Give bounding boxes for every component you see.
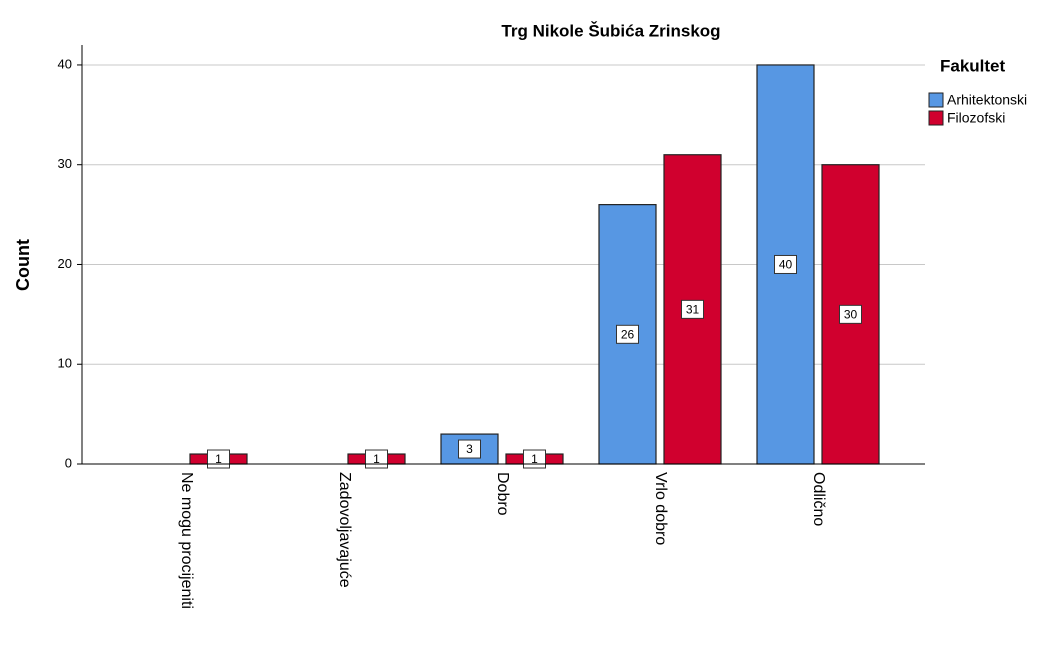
data-label: 31 xyxy=(686,303,700,317)
x-tick-label: Ne mogu procijeniti xyxy=(178,472,195,609)
y-tick-label: 0 xyxy=(65,455,72,470)
data-label-box xyxy=(616,324,639,344)
legend-swatch xyxy=(928,92,944,108)
data-label: 1 xyxy=(215,452,222,466)
y-tick-label: 20 xyxy=(58,256,72,271)
y-axis-label: Count xyxy=(13,239,33,291)
x-tick-label: Odlično xyxy=(810,472,827,526)
data-label: 3 xyxy=(466,442,473,456)
data-label-box xyxy=(458,439,481,459)
data-label-box xyxy=(774,254,797,274)
chart-title: Trg Nikole Šubića Zrinskog xyxy=(501,21,720,40)
data-label: 40 xyxy=(779,258,793,272)
legend-label: Arhitektonski xyxy=(947,92,1027,108)
data-label: 26 xyxy=(621,327,635,341)
data-label-box xyxy=(681,299,704,319)
x-tick-label: Zadovoljavajuće xyxy=(336,472,353,588)
legend-swatch xyxy=(928,110,944,126)
legend-title: Fakultet xyxy=(940,56,1006,75)
x-tick-label: Dobro xyxy=(494,472,511,516)
x-tick-label: Vrlo dobro xyxy=(652,472,669,545)
bar xyxy=(440,433,499,465)
y-tick-label: 30 xyxy=(58,156,72,171)
data-label: 1 xyxy=(373,452,380,466)
data-label: 30 xyxy=(844,308,858,322)
y-tick-label: 10 xyxy=(58,356,72,371)
legend-label: Filozofski xyxy=(947,110,1005,126)
y-tick-label: 40 xyxy=(58,56,72,71)
data-label: 1 xyxy=(531,452,538,466)
data-label-box xyxy=(839,304,862,324)
